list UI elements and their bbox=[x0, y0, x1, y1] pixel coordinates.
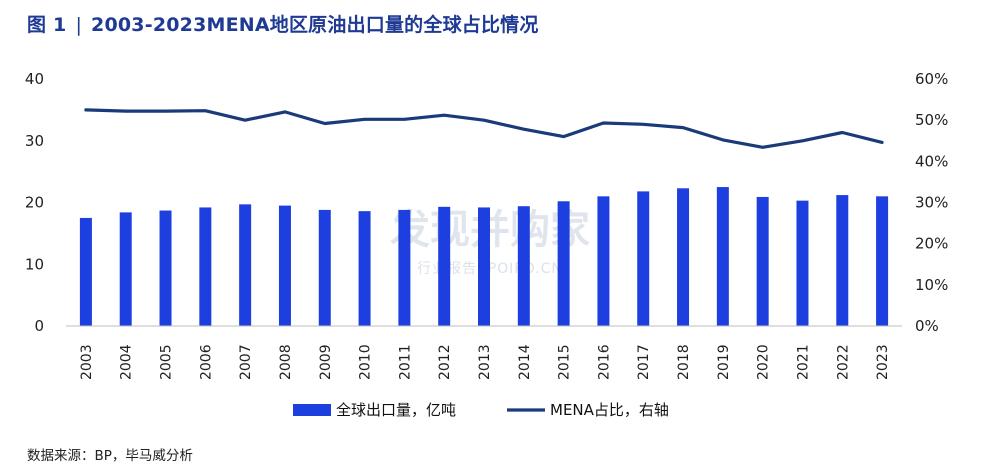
bar-2022 bbox=[836, 195, 849, 326]
x-tick-label: 2020 bbox=[756, 344, 772, 380]
chart-title: 图 1 | 2003-2023MENA地区原油出口量的全球占比情况 bbox=[27, 10, 539, 37]
bar-2004 bbox=[119, 212, 132, 326]
y-right-tick-label: 60% bbox=[915, 70, 948, 88]
bar-2003 bbox=[79, 217, 92, 326]
y-left-tick-label: 10 bbox=[25, 255, 44, 273]
x-tick-label: 2004 bbox=[119, 344, 135, 380]
bar-2018 bbox=[677, 188, 690, 326]
x-tick-label: 2012 bbox=[437, 344, 453, 380]
legend-line-label: MENA占比，右轴 bbox=[550, 401, 669, 419]
y-right-tick-label: 30% bbox=[915, 194, 948, 212]
bar-2019 bbox=[716, 187, 729, 326]
bar-2020 bbox=[756, 196, 769, 326]
x-tick-label: 2006 bbox=[198, 344, 214, 380]
bar-2005 bbox=[159, 210, 172, 326]
x-tick-label: 2010 bbox=[358, 344, 374, 380]
bar-2021 bbox=[796, 200, 809, 326]
bar-2007 bbox=[239, 204, 252, 326]
x-tick-label: 2019 bbox=[716, 344, 732, 380]
x-tick-label: 2009 bbox=[318, 344, 334, 380]
bar-2012 bbox=[438, 206, 451, 326]
x-tick-label: 2003 bbox=[79, 344, 95, 380]
x-tick-label: 2014 bbox=[517, 344, 533, 380]
x-tick-label: 2021 bbox=[795, 344, 811, 380]
bar-2008 bbox=[278, 205, 291, 326]
x-tick-label: 2023 bbox=[875, 344, 891, 380]
bar-2010 bbox=[358, 211, 371, 326]
y-right-tick-label: 50% bbox=[915, 111, 948, 129]
x-tick-label: 2007 bbox=[238, 344, 254, 380]
title-text: 2003-2023MENA地区原油出口量的全球占比情况 bbox=[91, 14, 539, 36]
y-right-tick-label: 0% bbox=[915, 317, 939, 335]
y-left-tick-label: 40 bbox=[25, 70, 44, 88]
figure-label: 图 1 bbox=[27, 14, 67, 36]
bar-2015 bbox=[557, 201, 570, 326]
legend-bar-label: 全球出口量，亿吨 bbox=[336, 401, 456, 419]
bar-2014 bbox=[517, 206, 530, 326]
x-tick-label: 2005 bbox=[159, 344, 175, 380]
x-tick-label: 2015 bbox=[557, 344, 573, 380]
x-tick-label: 2016 bbox=[596, 344, 612, 380]
bar-2017 bbox=[637, 191, 650, 326]
source-note: 数据来源：BP，毕马威分析 bbox=[27, 448, 193, 464]
x-tick-label: 2022 bbox=[835, 344, 851, 380]
mena-share-line bbox=[84, 108, 884, 149]
y-right-tick-label: 40% bbox=[915, 152, 948, 170]
bar-2013 bbox=[478, 207, 490, 326]
x-tick-label: 2011 bbox=[397, 344, 413, 380]
bar-2011 bbox=[398, 209, 411, 326]
x-tick-label: 2013 bbox=[477, 344, 493, 380]
x-tick-label: 2008 bbox=[278, 344, 294, 380]
bar-2009 bbox=[318, 209, 331, 326]
y-left-tick-label: 20 bbox=[25, 194, 44, 212]
title-separator: | bbox=[75, 14, 83, 36]
y-right-tick-label: 10% bbox=[915, 276, 948, 294]
y-left-tick-label: 0 bbox=[34, 317, 44, 335]
x-tick-label: 2018 bbox=[676, 344, 692, 380]
x-tick-label: 2017 bbox=[636, 344, 652, 380]
y-left-tick-label: 30 bbox=[25, 132, 44, 150]
bar-2023 bbox=[876, 196, 889, 326]
bar-2016 bbox=[597, 196, 610, 326]
legend-bar-swatch bbox=[293, 404, 331, 416]
y-right-tick-label: 20% bbox=[915, 235, 948, 253]
bar-2006 bbox=[199, 207, 212, 326]
